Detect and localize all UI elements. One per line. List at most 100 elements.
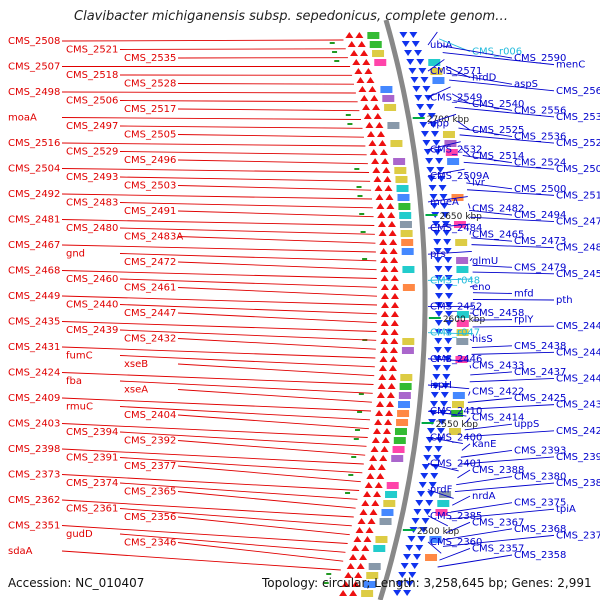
gene-label-left: xseA [124,385,148,396]
gene-label-right: CMS_2520 [556,138,600,149]
gene-label-left: CMS_2439 [66,325,118,336]
forward-gene-mark [376,131,385,137]
category-block [394,167,407,174]
forward-gene-mark [359,554,368,560]
label-leader-line [457,469,471,479]
label-leader-line [471,345,513,348]
category-block [390,140,403,147]
forward-gene-mark [367,518,376,524]
label-leader-line [427,59,445,72]
forward-gene-mark [353,536,362,542]
gene-label-left: sdaA [8,546,33,557]
gene-label-right: CMS_2494 [514,210,566,221]
label-leader-line [453,100,513,111]
reverse-gene-mark [434,446,443,452]
forward-gene-mark [351,545,360,551]
gene-label-right: CMS_2540 [472,99,524,110]
category-block [456,311,469,318]
category-block [375,536,388,543]
forward-gene-mark [360,95,369,101]
gc-mark [323,582,329,584]
category-block [397,194,410,201]
gene-label-right: prs [430,249,446,260]
label-leader-line [467,397,513,403]
forward-gene-mark [359,509,368,515]
gene-label-right: CMS_2500 [514,184,566,195]
reverse-gene-mark [444,293,453,299]
forward-gene-mark [376,401,385,407]
label-leader-line [177,516,350,536]
forward-gene-mark [390,257,399,263]
gene-label-left: CMS_2346 [124,538,176,549]
label-leader-line [177,185,372,191]
reverse-gene-mark [420,77,429,83]
forward-gene-mark [361,500,370,506]
category-block [399,221,412,228]
forward-gene-mark [389,239,398,245]
label-leader-line [460,449,513,458]
reverse-gene-mark [410,77,419,83]
gc-mark [359,213,365,215]
gene-label-left: CMS_2361 [66,504,118,515]
reverse-gene-mark [434,266,443,272]
gene-label-right: CMS_2484 [430,223,482,234]
gene-label-left: gnd [66,249,85,260]
category-block [380,86,393,93]
category-block [425,554,438,561]
label-leader-line [61,499,354,518]
gene-label-right: tpiA [556,504,576,515]
label-leader-line [119,48,346,50]
category-block [456,338,469,345]
gene-label-left: CMS_2409 [8,393,60,404]
label-leader-line [469,230,472,235]
reverse-gene-mark [428,185,437,191]
category-block [400,374,413,381]
gene-label-left: CMS_2508 [8,36,60,47]
label-leader-line [472,271,555,275]
reverse-gene-mark [442,374,451,380]
forward-gene-mark [371,437,380,443]
gene-label-right: nrdA [472,491,496,502]
gene-label-right: CMS_2414 [472,413,524,424]
category-block [456,257,469,264]
reverse-gene-mark [417,536,426,542]
forward-gene-mark [349,554,358,560]
forward-gene-mark [366,473,375,479]
reverse-gene-mark [428,482,437,488]
gene-label-right: nrdF [430,485,453,496]
forward-gene-mark [365,527,374,533]
feature-blocks [323,32,469,597]
label-leader-line [439,548,471,561]
forward-gene-mark [378,140,387,146]
category-block [447,158,460,165]
category-block [374,59,387,66]
reverse-gene-mark [429,194,438,200]
label-leader-line [61,193,373,200]
gc-mark [351,456,357,458]
label-leader-line [177,363,375,377]
reverse-gene-mark [422,140,431,146]
category-block [428,59,441,66]
reverse-gene-mark [436,167,445,173]
gene-label-left: moaA [8,113,37,124]
label-leader-line [469,216,555,222]
gc-mark [358,393,364,395]
label-leader-line [119,533,346,553]
gene-label-right: CMS_2514 [472,151,524,162]
reverse-gene-mark [403,590,412,596]
category-block [401,248,414,255]
category-block [452,401,465,408]
gene-label-left: CMS_2480 [66,223,118,234]
label-leader-line [177,108,360,112]
forward-gene-mark [358,86,367,92]
forward-gene-mark [380,266,389,272]
forward-gene-mark [360,50,369,56]
forward-gene-mark [377,221,386,227]
gene-label-left: CMS_2503 [124,181,176,192]
reverse-gene-mark [430,401,439,407]
forward-gene-mark [378,374,387,380]
forward-gene-mark [366,77,375,83]
label-leader-line [61,142,366,147]
